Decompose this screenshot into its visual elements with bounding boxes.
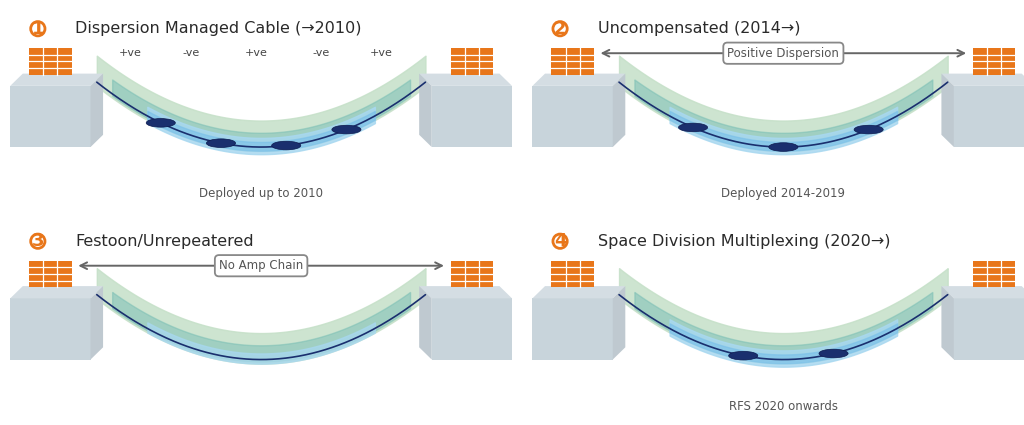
- Text: Uncompensated (2014→): Uncompensated (2014→): [598, 21, 800, 36]
- Text: 2: 2: [554, 20, 566, 38]
- Ellipse shape: [679, 123, 708, 132]
- Text: -ve: -ve: [182, 48, 200, 58]
- Bar: [973, 261, 1016, 287]
- Polygon shape: [419, 74, 432, 147]
- Polygon shape: [419, 286, 432, 360]
- Bar: [551, 261, 594, 287]
- Text: No Amp Chain: No Amp Chain: [219, 259, 303, 272]
- Text: Space Division Multiplexing (2020→): Space Division Multiplexing (2020→): [598, 234, 890, 249]
- Text: +ve: +ve: [119, 48, 142, 58]
- Bar: [29, 261, 72, 287]
- Polygon shape: [532, 286, 626, 298]
- Polygon shape: [10, 86, 90, 147]
- Text: -ve: -ve: [312, 48, 330, 58]
- Text: Dispersion Managed Cable (→2010): Dispersion Managed Cable (→2010): [76, 21, 361, 36]
- Text: Deployed up to 2010: Deployed up to 2010: [199, 187, 324, 200]
- Text: +ve: +ve: [370, 48, 393, 58]
- Polygon shape: [612, 286, 626, 360]
- Polygon shape: [941, 286, 954, 360]
- Bar: [29, 48, 72, 75]
- Ellipse shape: [769, 143, 798, 151]
- Polygon shape: [90, 286, 103, 360]
- Text: 1: 1: [32, 20, 44, 38]
- Ellipse shape: [729, 351, 758, 360]
- Bar: [973, 48, 1016, 75]
- Text: Positive Dispersion: Positive Dispersion: [727, 47, 840, 60]
- Polygon shape: [532, 298, 612, 360]
- Ellipse shape: [271, 141, 301, 150]
- Bar: [551, 48, 594, 75]
- Bar: [451, 261, 494, 287]
- Ellipse shape: [207, 139, 236, 147]
- Polygon shape: [954, 298, 1024, 360]
- Bar: [451, 48, 494, 75]
- Polygon shape: [941, 74, 1024, 86]
- Polygon shape: [10, 298, 90, 360]
- Polygon shape: [419, 74, 512, 86]
- Text: 3: 3: [32, 232, 44, 250]
- Polygon shape: [432, 298, 512, 360]
- Polygon shape: [612, 74, 626, 147]
- Text: RFS 2020 onwards: RFS 2020 onwards: [729, 400, 838, 413]
- Polygon shape: [941, 286, 1024, 298]
- Polygon shape: [532, 86, 612, 147]
- Polygon shape: [10, 286, 103, 298]
- Ellipse shape: [854, 125, 884, 134]
- Ellipse shape: [146, 119, 175, 127]
- Polygon shape: [419, 286, 512, 298]
- Text: Festoon/Unrepeatered: Festoon/Unrepeatered: [76, 234, 254, 249]
- Text: 4: 4: [554, 232, 566, 250]
- Polygon shape: [532, 74, 626, 86]
- Ellipse shape: [819, 349, 848, 358]
- Text: Deployed 2014-2019: Deployed 2014-2019: [721, 187, 846, 200]
- Polygon shape: [90, 74, 103, 147]
- Polygon shape: [954, 86, 1024, 147]
- Polygon shape: [10, 74, 103, 86]
- Ellipse shape: [332, 125, 361, 134]
- Polygon shape: [941, 74, 954, 147]
- Polygon shape: [432, 86, 512, 147]
- Text: +ve: +ve: [245, 48, 267, 58]
